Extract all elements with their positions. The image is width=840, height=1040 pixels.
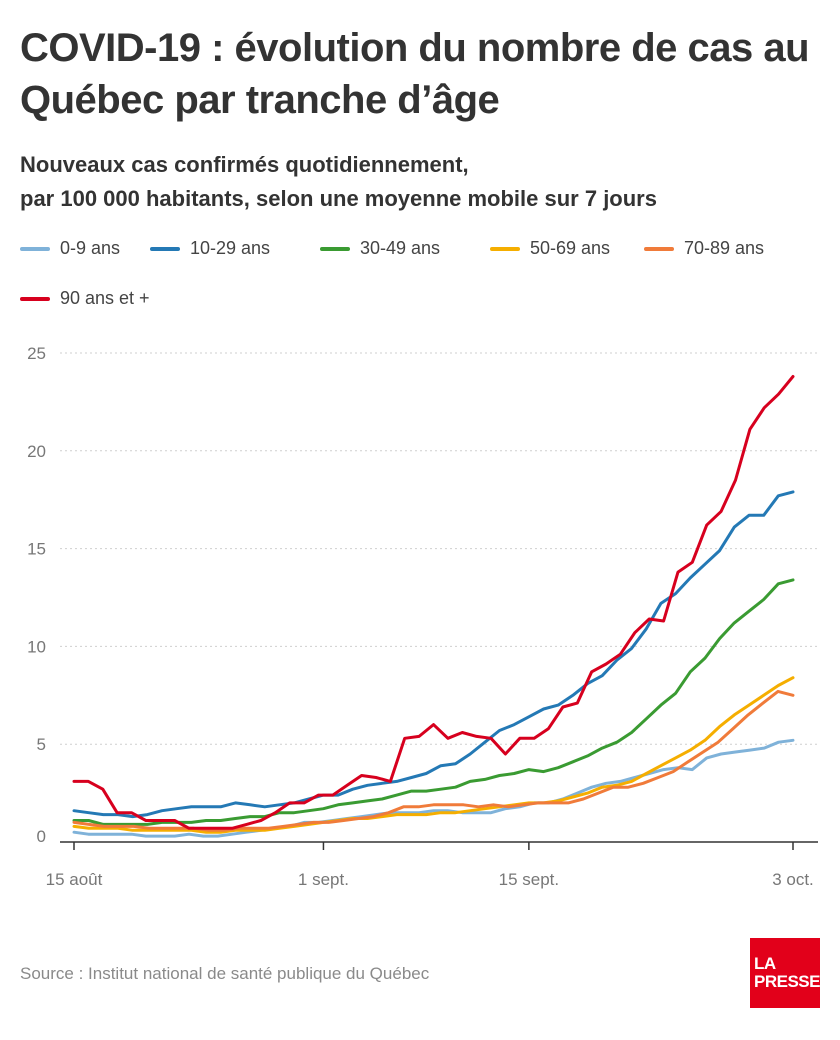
source-note: Source : Institut national de santé publ… bbox=[20, 964, 430, 983]
logo-line-1: LA bbox=[754, 954, 776, 973]
la-presse-logo: LA PRESSE bbox=[750, 938, 820, 1008]
x-tick-label: 1 sept. bbox=[298, 870, 349, 889]
legend-item: 70-89 ans bbox=[644, 238, 764, 259]
legend-swatch bbox=[644, 246, 674, 251]
series-line bbox=[72, 676, 795, 834]
chart-title: COVID-19 : évolution du nombre de cas au… bbox=[20, 26, 810, 122]
grid-lines bbox=[60, 352, 818, 843]
subtitle-line-1: Nouveaux cas confirmés quotidiennement, bbox=[20, 152, 469, 177]
legend-label: 90 ans et + bbox=[60, 288, 150, 308]
x-tick-label: 3 oct. bbox=[772, 870, 814, 889]
legend-label: 10-29 ans bbox=[190, 238, 271, 258]
y-axis-tick-labels: 0 5 10 15 20 25 bbox=[27, 344, 46, 846]
logo-line-2: PRESSE bbox=[754, 972, 820, 991]
subtitle-line-2: par 100 000 habitants, selon une moyenne… bbox=[20, 186, 657, 211]
legend-label: 0-9 ans bbox=[60, 238, 121, 258]
y-tick-label: 15 bbox=[27, 540, 46, 559]
chart-subtitle: Nouveaux cas confirmés quotidiennement, … bbox=[20, 148, 820, 216]
legend-swatch bbox=[320, 246, 350, 251]
x-axis: 15 août 1 sept. 15 sept. 3 oct. bbox=[46, 842, 814, 889]
series-lines bbox=[72, 375, 795, 838]
legend-swatch bbox=[20, 296, 50, 301]
line-chart: 0 5 10 15 20 25 15 août 1 sept. 15 sept. 3 oct. bbox=[27, 344, 818, 889]
x-tick-label: 15 août bbox=[46, 870, 103, 889]
y-tick-label: 20 bbox=[27, 442, 46, 461]
series-line bbox=[72, 578, 795, 826]
legend-item: 30-49 ans bbox=[320, 238, 440, 259]
legend-item: 50-69 ans bbox=[490, 238, 610, 259]
legend-item: 90 ans et + bbox=[20, 288, 150, 309]
legend-swatch bbox=[490, 246, 520, 251]
y-tick-label: 0 bbox=[37, 827, 46, 846]
y-tick-label: 25 bbox=[27, 344, 46, 363]
legend-swatch bbox=[20, 246, 50, 251]
legend-item: 0-9 ans bbox=[20, 238, 120, 259]
legend-label: 70-89 ans bbox=[684, 238, 765, 258]
legend-item: 10-29 ans bbox=[150, 238, 270, 259]
y-tick-label: 10 bbox=[27, 637, 46, 656]
legend-swatch bbox=[150, 246, 180, 251]
legend-label: 50-69 ans bbox=[530, 238, 611, 258]
series-line bbox=[72, 375, 795, 830]
y-tick-label: 5 bbox=[37, 735, 46, 754]
series-line bbox=[72, 490, 795, 819]
legend-label: 30-49 ans bbox=[360, 238, 441, 258]
x-tick-label: 15 sept. bbox=[499, 870, 560, 889]
series-line bbox=[72, 738, 795, 838]
